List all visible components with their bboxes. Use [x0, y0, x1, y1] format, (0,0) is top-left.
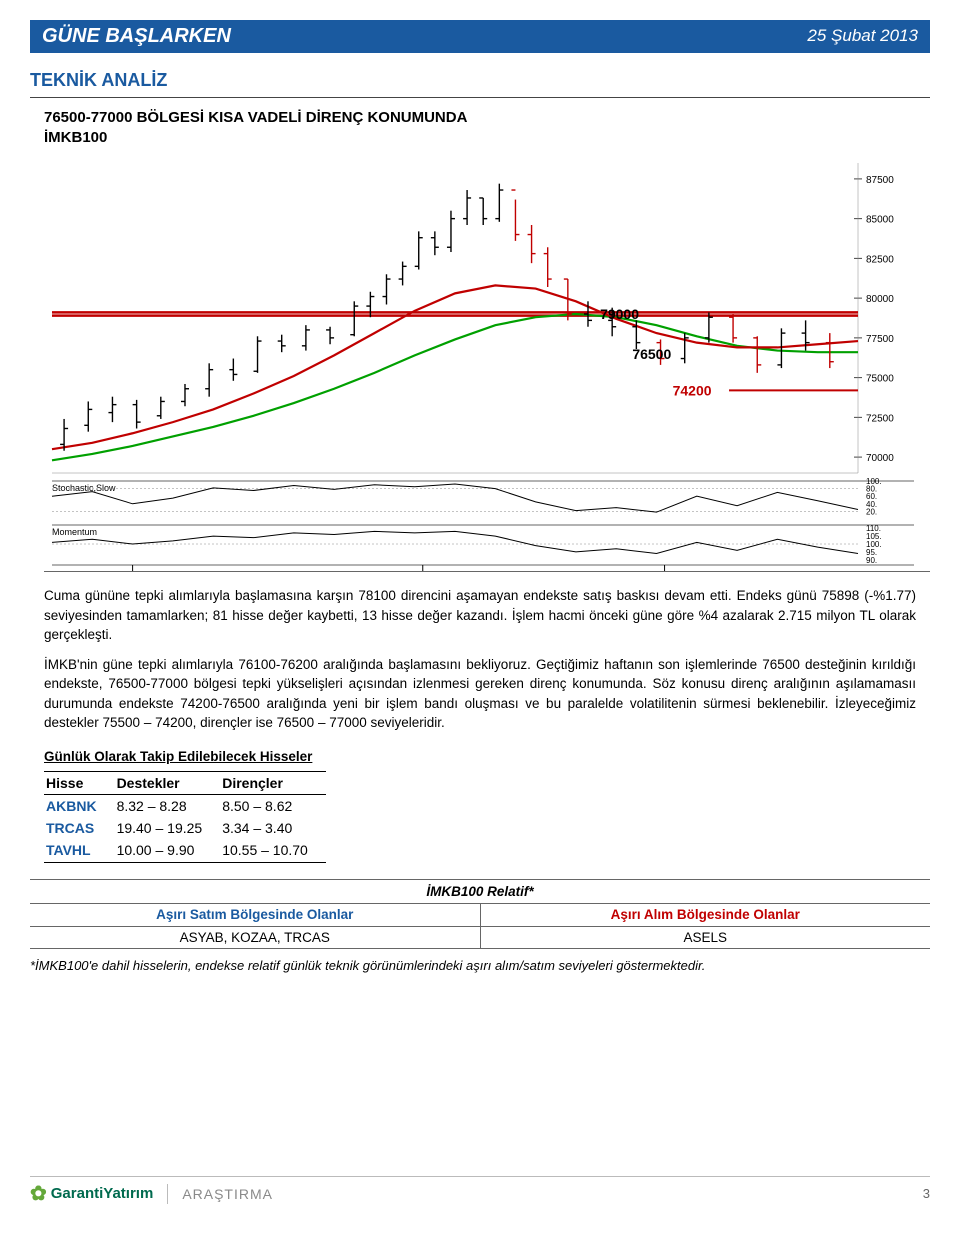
col-direncler: Dirençler [220, 771, 326, 794]
svg-text:105.: 105. [866, 532, 882, 541]
table-row: TRCAS19.40 – 19.253.34 – 3.40 [44, 817, 326, 839]
clover-icon: ✿ [30, 1184, 47, 1204]
svg-text:Momentum: Momentum [52, 527, 97, 537]
relatif-val-alim: ASELS [481, 927, 931, 949]
cell-support: 8.32 – 8.28 [115, 794, 221, 817]
cell-support: 19.40 – 19.25 [115, 817, 221, 839]
header-title: GÜNE BAŞLARKEN [42, 22, 231, 51]
svg-text:77500: 77500 [866, 334, 894, 345]
relatif-title: İMKB100 Relatif* [30, 880, 930, 905]
cell-symbol: TRCAS [44, 817, 115, 839]
table-row: TAVHL10.00 – 9.9010.55 – 10.70 [44, 839, 326, 862]
brand-logo: ✿ GarantiYatırım [30, 1183, 153, 1205]
svg-text:110.: 110. [866, 524, 881, 533]
svg-text:85000: 85000 [866, 215, 894, 226]
cell-symbol: AKBNK [44, 794, 115, 817]
svg-text:Stochastic,Slow: Stochastic,Slow [52, 483, 116, 493]
footer-separator [167, 1184, 168, 1204]
page-footer: ✿ GarantiYatırım ARAŞTIRMA 3 [30, 1176, 930, 1205]
svg-text:100.: 100. [866, 540, 882, 549]
chart-subtitle: 76500-77000 BÖLGESİ KISA VADELİ DİRENÇ K… [44, 108, 930, 147]
svg-text:74200: 74200 [673, 382, 712, 398]
section-rule [30, 97, 930, 98]
price-chart: 70000 72500 75000 77500 80000 82500 85000 87500… [44, 157, 930, 572]
table-row: AKBNK8.32 – 8.288.50 – 8.62 [44, 794, 326, 817]
header-bar: GÜNE BAŞLARKEN 25 Şubat 2013 [30, 20, 930, 53]
analysis-body: Cuma gününe tepki alımlarıyla başlamasın… [30, 586, 930, 733]
brand-name: GarantiYatırım [51, 1183, 154, 1205]
svg-text:90.: 90. [866, 556, 877, 565]
relatif-footnote: *İMKB100'e dahil hisselerin, endekse rel… [30, 957, 930, 976]
relatif-header-row: Aşırı Satım Bölgesinde Olanlar Aşırı Alı… [30, 904, 930, 927]
paragraph-2: İMKB'nin güne tepki alımlarıyla 76100-76… [44, 655, 916, 733]
footer-label: ARAŞTIRMA [182, 1184, 273, 1204]
svg-text:75000: 75000 [866, 374, 894, 385]
subtitle-line1: 76500-77000 BÖLGESİ KISA VADELİ DİRENÇ K… [44, 109, 467, 126]
stocks-table-title: Günlük Olarak Takip Edilebilecek Hissele… [44, 747, 930, 767]
svg-text:76500: 76500 [632, 346, 671, 362]
col-destekler: Destekler [115, 771, 221, 794]
cell-resistance: 8.50 – 8.62 [220, 794, 326, 817]
cell-resistance: 10.55 – 10.70 [220, 839, 326, 862]
page-number: 3 [923, 1185, 930, 1204]
section-title: TEKNİK ANALİZ [30, 67, 930, 93]
svg-text:87500: 87500 [866, 175, 894, 186]
table-header-row: Hisse Destekler Dirençler [44, 771, 326, 794]
relatif-table: İMKB100 Relatif* Aşırı Satım Bölgesinde … [30, 879, 930, 950]
svg-text:95.: 95. [866, 548, 877, 557]
cell-support: 10.00 – 9.90 [115, 839, 221, 862]
paragraph-1: Cuma gününe tepki alımlarıyla başlamasın… [44, 586, 916, 645]
cell-resistance: 3.34 – 3.40 [220, 817, 326, 839]
relatif-body-row: ASYAB, KOZAA, TRCAS ASELS [30, 927, 930, 949]
svg-text:80000: 80000 [866, 294, 894, 305]
svg-text:82500: 82500 [866, 254, 894, 265]
stocks-table: Hisse Destekler Dirençler AKBNK8.32 – 8.… [44, 771, 326, 863]
subtitle-line2: İMKB100 [44, 129, 107, 146]
svg-text:79000: 79000 [600, 306, 639, 322]
svg-text:70000: 70000 [866, 453, 894, 464]
relatif-col-alim: Aşırı Alım Bölgesinde Olanlar [481, 904, 931, 927]
col-hisse: Hisse [44, 771, 115, 794]
cell-symbol: TAVHL [44, 839, 115, 862]
footer-left: ✿ GarantiYatırım ARAŞTIRMA [30, 1183, 273, 1205]
relatif-val-satim: ASYAB, KOZAA, TRCAS [30, 927, 481, 949]
svg-text:100.: 100. [866, 477, 882, 486]
relatif-col-satim: Aşırı Satım Bölgesinde Olanlar [30, 904, 481, 927]
svg-text:72500: 72500 [866, 413, 894, 424]
header-date: 25 Şubat 2013 [807, 24, 918, 49]
